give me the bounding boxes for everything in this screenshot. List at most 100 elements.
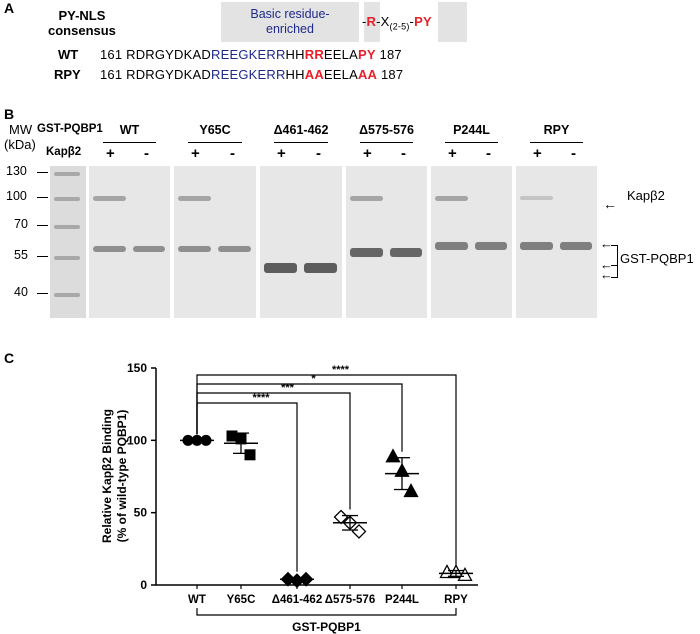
- kap-plus-label: +: [191, 145, 200, 162]
- kap-minus-label: -: [401, 145, 406, 162]
- data-point: [351, 524, 367, 539]
- protein-band: [350, 196, 383, 201]
- data-point: [403, 483, 419, 498]
- basic-box-line2: enriched: [266, 22, 314, 36]
- kap-plus-label: +: [277, 145, 286, 162]
- sequence-segment: AA: [304, 67, 324, 82]
- y-axis-title-line1: Relative Kapβ2 Binding: [100, 409, 114, 543]
- protein-band: [178, 246, 211, 252]
- significance-label: ****: [252, 392, 270, 404]
- gst-arrow: ←: [600, 257, 613, 272]
- mw-marker-label: 40: [14, 285, 28, 299]
- protein-band: [520, 242, 553, 250]
- gel-group-label: RPY: [543, 123, 570, 137]
- y-tick-label: 50: [134, 506, 148, 520]
- sequence-segment: PY: [357, 47, 376, 62]
- sequence-segment: HH: [285, 47, 305, 62]
- py-highlight-box: [438, 2, 467, 42]
- consensus-label-line2: consensus: [48, 23, 116, 38]
- kap-label: Kapβ2: [46, 146, 82, 158]
- gst-bracket: [611, 245, 618, 278]
- significance-bracket: [196, 374, 457, 568]
- gel-group-label: WT: [119, 123, 140, 137]
- significance-bracket: [196, 402, 298, 572]
- x-tick-label: RPY: [444, 594, 468, 606]
- protein-band: [304, 263, 337, 273]
- mw-marker-label: 70: [14, 217, 28, 231]
- binding-chart: 0 50 100 150 Relative Kapβ2 Binding (% of wil…: [100, 361, 478, 634]
- x-axis-title: GST-PQBP1: [292, 620, 361, 634]
- sequence-name: RPY: [54, 67, 81, 82]
- mw-marker-tick: [37, 172, 48, 173]
- sequence-line: 161 RDRGYDKADREEGKERRHHRREELAPY 187: [100, 47, 402, 62]
- significance-bracket: [196, 392, 351, 510]
- motif-py: PY: [414, 14, 432, 29]
- x-group-bracket: [196, 608, 457, 616]
- sequence-segment: REEGKERR: [210, 67, 286, 82]
- y-axis-title-line2: (% of wild-type PQBP1): [115, 410, 129, 543]
- protein-band: [218, 246, 251, 252]
- kap-arrow: ←: [603, 196, 617, 212]
- significance-label: ***: [281, 382, 295, 394]
- gel-lane-panel: [260, 166, 342, 318]
- x-tick-label: P244L: [385, 594, 419, 606]
- group-underline: [530, 142, 583, 143]
- group-underline: [103, 142, 156, 143]
- panel-b-label: B: [4, 106, 15, 122]
- mw-marker-tick: [37, 197, 48, 198]
- y-tick-label: 0: [140, 578, 147, 592]
- protein-band: [93, 246, 126, 252]
- motif-x: -X: [376, 14, 390, 29]
- gst-arrow: ←: [600, 267, 613, 282]
- basic-residue-box: Basic residue- enriched: [221, 2, 359, 42]
- sequence-segment: AA: [357, 67, 378, 82]
- ladder-lane: [50, 166, 86, 318]
- sequence-segment: EELA: [323, 47, 358, 62]
- significance-bracket: [196, 383, 403, 452]
- x-tick-label: Y65C: [227, 594, 256, 606]
- data-point: [385, 448, 401, 463]
- sequence-segment: HH: [285, 67, 305, 82]
- gel-lane-panel: [174, 166, 256, 318]
- mw-marker-label: 55: [14, 248, 28, 262]
- mw-marker-tick: [37, 225, 48, 226]
- ladder-band: [54, 225, 80, 229]
- gst-arrow: ←: [600, 236, 613, 251]
- protein-band: [520, 196, 553, 200]
- group-underline: [274, 142, 328, 143]
- consensus-label-line1: PY-NLS: [58, 8, 106, 23]
- gel-lane-panel: [89, 166, 170, 318]
- sequence-end: 187: [377, 67, 404, 82]
- motif-dash1: -: [362, 14, 367, 29]
- protein-band: [350, 248, 383, 257]
- gel-lane-panel: [516, 166, 597, 318]
- data-point: [439, 564, 455, 579]
- kap-minus-label: -: [144, 145, 149, 162]
- protein-band: [435, 196, 468, 201]
- mw-marker-label: 130: [6, 164, 27, 178]
- sequence-segment: EELA: [323, 67, 358, 82]
- motif-r: R: [366, 14, 377, 29]
- data-point: [226, 430, 238, 442]
- protein-band: [435, 242, 468, 250]
- protein-band: [389, 248, 422, 257]
- kap-band-label: Kapβ2: [627, 188, 665, 203]
- x-tick-label: Δ461-462: [272, 594, 322, 606]
- sequence-segment: REEGKERR: [210, 47, 286, 62]
- kap-plus-label: +: [448, 145, 457, 162]
- ladder-band: [54, 197, 80, 201]
- kap-plus-label: +: [363, 145, 372, 162]
- r-highlight-box: [364, 2, 380, 42]
- group-underline: [445, 142, 498, 143]
- kda-label: (kDa): [4, 137, 36, 152]
- gst-bracket-mid: [611, 265, 617, 266]
- sequence-start: 161: [100, 47, 127, 62]
- sequence-end: 187: [375, 47, 402, 62]
- ladder-band: [54, 256, 80, 260]
- kap-minus-label: -: [571, 145, 576, 162]
- significance-label: ****: [332, 364, 350, 376]
- panel-c-label: C: [4, 350, 15, 366]
- gel-lane-panel: [346, 166, 427, 318]
- protein-band: [474, 242, 507, 250]
- motif-sub: (2-5): [389, 21, 410, 32]
